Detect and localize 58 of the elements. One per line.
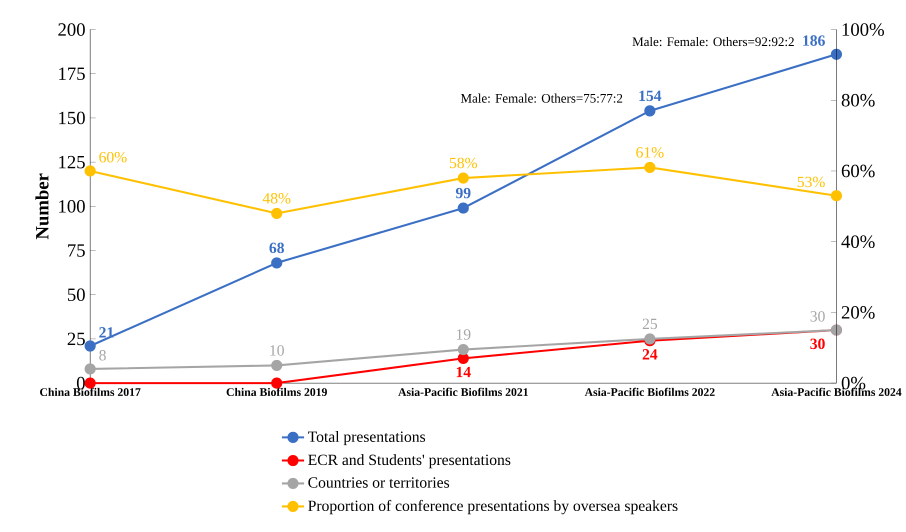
point: [458, 202, 469, 214]
y-tick-label: 50: [68, 288, 85, 302]
data-label: 154: [639, 90, 662, 102]
data-label: 99: [456, 188, 471, 198]
point: [644, 162, 656, 174]
annotation: Male: Female: Others=75:77:2: [460, 94, 622, 103]
data-label: 24: [642, 349, 658, 360]
y-tick-label: 25: [68, 332, 85, 346]
y2-tick-label: 80%: [842, 94, 875, 107]
y-tick-label: 175: [59, 67, 85, 80]
data-label: 8: [99, 350, 106, 360]
data-label: 60%: [99, 152, 127, 162]
data-label: 58%: [450, 158, 478, 168]
point: [84, 340, 96, 352]
y2-tick-label: 20%: [842, 306, 875, 319]
data-label: 14: [456, 366, 471, 378]
y-axis-title: Number: [35, 174, 49, 240]
y-tick-label: 150: [59, 112, 85, 124]
x-tick-label: Asia-Pacific Biofilms 2021: [398, 388, 528, 396]
y2-tick-label: 0%: [842, 376, 866, 390]
data-label: 19: [456, 329, 470, 340]
point: [271, 257, 282, 268]
point: [84, 363, 96, 375]
data-label: 53%: [798, 176, 825, 188]
y-tick-label: 100: [59, 200, 85, 213]
legend-label: Total presentations: [308, 430, 426, 446]
point: [458, 172, 469, 184]
legend-label: Proportion of conference presentations by oversea speakers: [308, 500, 678, 514]
data-label: 48%: [262, 193, 290, 204]
data-label: 68: [269, 242, 284, 254]
y2-tick-label: 60%: [842, 164, 875, 178]
data-label: 10: [270, 345, 284, 356]
point: [84, 165, 96, 177]
y-tick-label: 200: [58, 23, 85, 36]
y-tick-label: 75: [68, 244, 85, 257]
legend-label: ECR and Students' presentations: [308, 454, 510, 468]
data-label: 186: [803, 35, 825, 46]
point: [458, 352, 469, 364]
x-tick-label: China Biofilms 2017: [40, 388, 141, 396]
point: [644, 105, 656, 116]
y-tick-label: 0: [76, 376, 85, 390]
point: [271, 360, 282, 372]
x-tick-label: Asia-Pacific Biofilms 2024: [771, 388, 902, 396]
data-label: 25: [642, 318, 658, 330]
point: [830, 48, 842, 60]
legend-label: Countries or territories: [308, 477, 450, 488]
data-label: 30: [810, 311, 825, 322]
annotation: Male: Female: Others=92:92:2: [632, 36, 794, 46]
point: [271, 208, 282, 219]
point: [830, 190, 842, 202]
y2-tick-label: 40%: [841, 235, 875, 248]
point: [458, 344, 469, 356]
y-tick-label: 125: [59, 156, 85, 168]
x-tick-label: Asia-Pacific Biofilms 2022: [584, 388, 715, 396]
y2-tick-label: 100%: [842, 23, 884, 36]
data-label: 30: [810, 338, 825, 350]
data-label: 61%: [636, 147, 664, 158]
x-tick-label: China Biofilms 2019: [226, 388, 327, 396]
